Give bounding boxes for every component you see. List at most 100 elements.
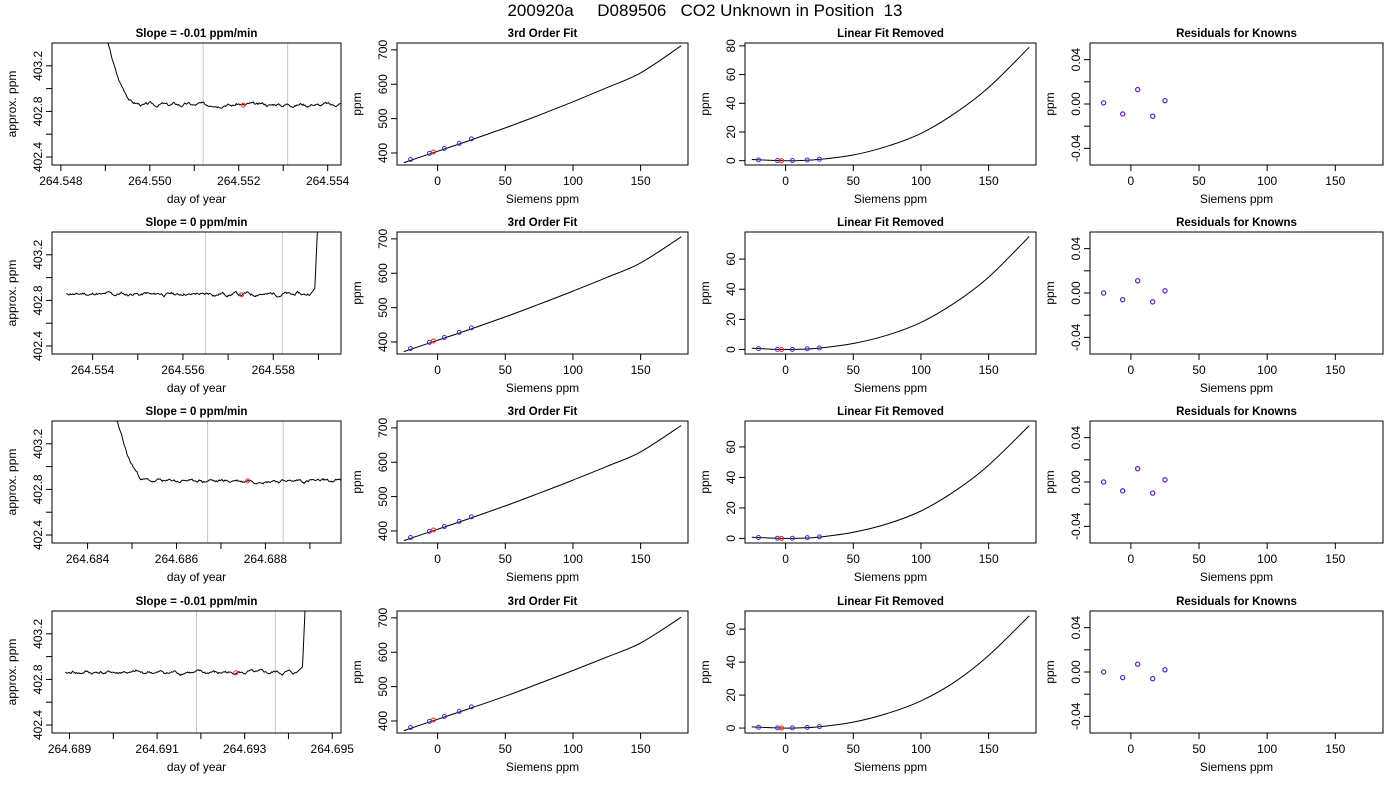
- unknown-point: [431, 338, 437, 344]
- known-point: [468, 325, 474, 331]
- known-point: [816, 724, 822, 730]
- panel-title: 3rd Order Fit: [508, 217, 578, 229]
- residual-point: [1100, 290, 1107, 296]
- plot-area: [751, 46, 1030, 164]
- x-tick-label: 264.556: [161, 363, 205, 377]
- plot-area: [65, 611, 306, 733]
- known-point: [756, 724, 762, 730]
- plot-frame: [744, 420, 1037, 544]
- x-tick-label: 0: [1128, 742, 1135, 756]
- y-tick-label: 0: [724, 724, 738, 731]
- x-tick-label: 0: [434, 174, 441, 188]
- panel-title: Linear Fit Removed: [837, 28, 944, 40]
- x-tick-label: 264.689: [48, 742, 92, 756]
- plot-frame: [744, 610, 1037, 734]
- x-tick-label: 100: [563, 552, 583, 566]
- known-point: [756, 346, 762, 352]
- known-point: [804, 346, 810, 352]
- plot-area: [116, 421, 341, 543]
- signal-trace: [66, 232, 318, 298]
- x-tick-label: 150: [631, 742, 651, 756]
- y-axis-label: ppm: [1043, 660, 1057, 683]
- y-axis-label: ppm: [698, 281, 712, 304]
- x-axis-label: Siemens ppm: [1200, 192, 1273, 206]
- signal-trace: [116, 421, 341, 485]
- y-tick-label: 60: [724, 622, 738, 636]
- x-tick-label: 50: [1192, 552, 1206, 566]
- plot-area: [751, 615, 1030, 731]
- residual-point: [1120, 488, 1126, 494]
- unknown-mean-marker: [240, 102, 246, 108]
- x-tick-label: 100: [911, 552, 931, 566]
- plot-frame: [51, 610, 342, 734]
- known-point: [468, 514, 474, 520]
- residual-point: [1120, 674, 1126, 681]
- panel-linres-row4: Linear Fit Removed 0 50 100 150 0 20 40 60 Siemen…: [698, 596, 1037, 774]
- x-tick-label: 0: [434, 363, 441, 377]
- known-point: [789, 158, 795, 164]
- y-tick-label: 600: [376, 263, 390, 283]
- y-tick-label: 0: [724, 535, 738, 542]
- panel-resid-row4: Residuals for Knowns 0 50 100 150 -0.04 0.00 0.…: [1043, 596, 1384, 774]
- y-tick-label: 0.00: [1069, 92, 1083, 116]
- residual-point: [1100, 100, 1107, 106]
- y-tick-label: 700: [376, 229, 390, 249]
- y-axis-label: ppm: [698, 92, 712, 115]
- x-tick-label: 100: [1257, 363, 1277, 377]
- y-tick-label: 403.2: [31, 50, 45, 80]
- panel-title: Residuals for Knowns: [1176, 217, 1297, 229]
- y-tick-label: 0: [724, 346, 738, 353]
- plot-area: [751, 425, 1030, 541]
- known-point: [789, 535, 795, 541]
- panel-timeseries-row3: Slope = 0 ppm/min 264.684 264.686 264.688 40…: [5, 406, 342, 584]
- plot-frame: [744, 42, 1037, 166]
- y-tick-label: 0.04: [1069, 616, 1083, 640]
- unknown-point: [431, 149, 437, 155]
- x-axis-label: Siemens ppm: [1200, 381, 1273, 395]
- x-tick-label: 100: [1257, 742, 1277, 756]
- x-tick-label: 0: [434, 552, 441, 566]
- y-tick-label: 0: [724, 157, 738, 164]
- x-tick-label: 150: [979, 174, 999, 188]
- x-tick-label: 150: [979, 552, 999, 566]
- plot-frame: [51, 420, 342, 544]
- x-tick-label: 264.688: [244, 552, 288, 566]
- panel-title: 3rd Order Fit: [508, 28, 578, 40]
- x-tick-label: 264.693: [223, 742, 267, 756]
- x-axis-label: Siemens ppm: [1200, 760, 1273, 774]
- y-tick-label: 60: [724, 252, 738, 266]
- y-axis-label: approx. ppm: [5, 71, 19, 138]
- unknown-mean-marker: [239, 292, 245, 298]
- panel-linres-row1: Linear Fit Removed 0 50 100 150 0 20 40 60 80 Siem…: [698, 28, 1037, 206]
- panel-title: 3rd Order Fit: [508, 406, 578, 418]
- x-tick-label: 0: [1128, 552, 1135, 566]
- plot-area: [403, 236, 682, 353]
- y-tick-label: 400: [376, 521, 390, 541]
- x-tick-label: 50: [499, 742, 513, 756]
- residual-point: [1134, 465, 1141, 472]
- plot-area: [1100, 465, 1168, 496]
- panel-title: 3rd Order Fit: [508, 596, 578, 608]
- known-point: [468, 704, 474, 710]
- x-tick-label: 50: [499, 174, 513, 188]
- x-axis-label: Siemens ppm: [506, 570, 579, 584]
- unknown-point: [779, 346, 785, 352]
- known-point: [816, 534, 822, 540]
- residual-point: [1120, 296, 1126, 303]
- y-tick-label: 700: [376, 608, 390, 628]
- x-tick-label: 150: [631, 363, 651, 377]
- y-tick-label: 402.8: [31, 96, 45, 126]
- panel-title: Residuals for Knowns: [1176, 596, 1297, 608]
- x-axis-label: Siemens ppm: [854, 570, 927, 584]
- fit-curve: [403, 236, 682, 353]
- x-tick-label: 150: [631, 552, 651, 566]
- y-tick-label: 403.2: [31, 239, 45, 269]
- x-tick-label: 150: [1325, 363, 1345, 377]
- residual-point: [1134, 278, 1141, 284]
- y-tick-label: 0.04: [1069, 48, 1083, 72]
- x-tick-label: 150: [1325, 742, 1345, 756]
- x-tick-label: 100: [563, 174, 583, 188]
- fit-curve: [751, 236, 1030, 351]
- y-tick-label: 403.2: [31, 618, 45, 648]
- known-point: [408, 346, 414, 352]
